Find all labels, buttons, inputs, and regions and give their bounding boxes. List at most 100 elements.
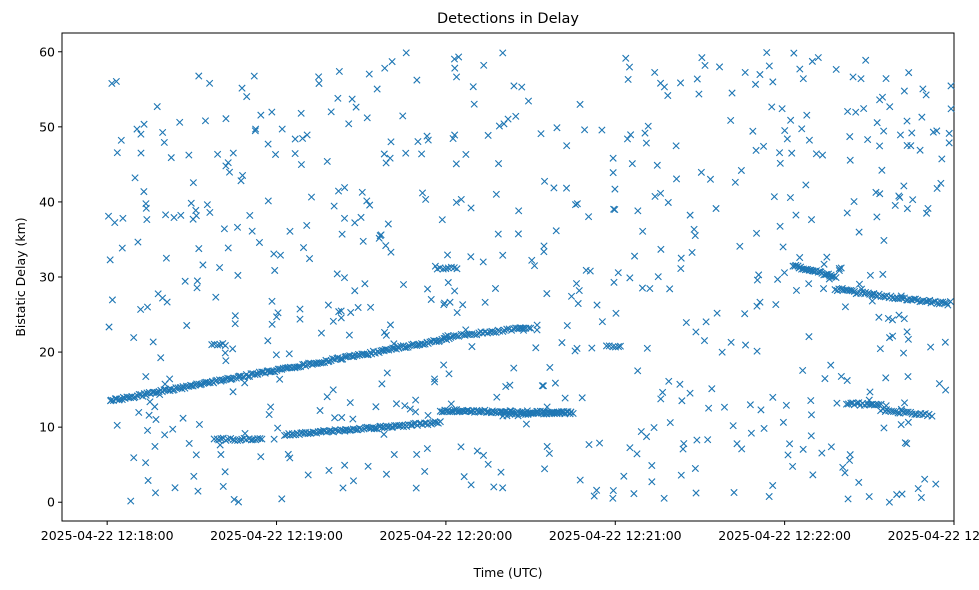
clutter-point <box>886 103 894 111</box>
clutter-point <box>782 401 790 409</box>
clutter-point <box>358 188 366 196</box>
track-point <box>376 422 385 430</box>
clutter-point <box>348 95 356 103</box>
clutter-point <box>639 227 647 235</box>
clutter-point <box>494 160 503 168</box>
clutter-point <box>190 472 198 480</box>
clutter-point <box>481 298 489 306</box>
clutter-point <box>363 197 371 205</box>
clutter-point <box>648 478 656 486</box>
clutter-point <box>846 133 854 141</box>
clutter-point <box>185 151 193 159</box>
clutter-point <box>401 402 409 410</box>
clutter-point <box>414 137 422 146</box>
clutter-point <box>303 131 311 139</box>
track-point <box>832 274 840 282</box>
clutter-point <box>449 134 457 143</box>
clutter-point <box>693 75 701 83</box>
clutter-point <box>731 178 739 186</box>
x-axis-label: Time (UTC) <box>472 565 542 580</box>
clutter-point <box>387 138 395 146</box>
clutter-point <box>609 494 617 502</box>
clutter-point <box>808 57 816 65</box>
track-point <box>894 409 902 417</box>
track-point <box>844 400 853 408</box>
clutter-point <box>151 489 160 497</box>
clutter-point <box>872 188 880 196</box>
x-tick-label: 2025-04-22 12:22:00 <box>718 528 851 543</box>
clutter-point <box>499 251 507 259</box>
clutter-point <box>340 214 349 222</box>
clutter-point <box>413 450 421 459</box>
clutter-point <box>170 213 178 222</box>
clutter-point <box>574 299 582 308</box>
clutter-point <box>216 263 224 272</box>
clutter-point <box>268 297 276 305</box>
clutter-point <box>765 62 773 70</box>
clutter-point <box>623 135 632 143</box>
clutter-point <box>238 171 247 180</box>
clutter-point <box>688 248 696 257</box>
clutter-point <box>510 364 518 372</box>
clutter-point <box>916 146 924 154</box>
clutter-point <box>628 160 636 168</box>
clutter-point <box>333 270 341 278</box>
x-tick-label: 2025-04-22 12:21:00 <box>549 528 682 543</box>
clutter-point <box>234 498 243 506</box>
clutter-point <box>359 237 367 245</box>
track-point <box>259 368 267 376</box>
clutter-point <box>206 208 214 217</box>
clutter-point <box>614 269 622 277</box>
track-point <box>289 431 298 439</box>
clutter-point <box>904 335 913 343</box>
clutter-point <box>575 287 583 295</box>
clutter-point <box>897 421 905 429</box>
clutter-point <box>117 136 125 144</box>
clutter-point <box>677 264 685 273</box>
clutter-point <box>759 142 768 150</box>
track-point <box>356 351 364 359</box>
track-point <box>835 285 843 293</box>
clutter-point <box>896 193 904 201</box>
clutter-point <box>593 486 601 494</box>
clutter-point <box>809 471 817 479</box>
clutter-point <box>900 399 909 407</box>
x-axis: 2025-04-22 12:18:00 2025-04-22 12:19:00 20… <box>41 521 979 543</box>
clutter-point <box>903 440 911 448</box>
clutter-point <box>590 492 598 500</box>
clutter-point <box>113 149 121 157</box>
clutter-point <box>361 280 369 288</box>
clutter-point <box>855 228 863 236</box>
clutter-point <box>112 77 120 86</box>
clutter-point <box>176 118 184 126</box>
clutter-point <box>372 403 380 411</box>
clutter-point <box>506 381 514 389</box>
clutter-point <box>900 315 908 323</box>
clutter-point <box>729 422 737 430</box>
y-tick-label: 10 <box>39 420 55 435</box>
clutter-point <box>654 273 662 281</box>
clutter-point <box>760 424 768 432</box>
clutter-point <box>143 426 152 435</box>
clutter-point <box>924 204 932 213</box>
clutter-point <box>686 389 694 397</box>
clutter-point <box>462 150 470 159</box>
clutter-point <box>641 129 649 137</box>
clutter-point <box>119 214 127 222</box>
clutter-point <box>558 339 566 347</box>
clutter-point <box>255 238 264 247</box>
track-point <box>337 355 345 363</box>
clutter-point <box>807 396 815 405</box>
clutter-point <box>195 72 203 80</box>
clutter-point <box>373 85 381 93</box>
clutter-point <box>765 492 773 501</box>
clutter-point <box>274 424 282 432</box>
clutter-point <box>222 115 230 123</box>
clutter-point <box>900 182 908 190</box>
clutter-point <box>203 201 211 209</box>
clutter-point <box>286 227 294 235</box>
clutter-point <box>341 461 349 469</box>
clutter-point <box>166 375 174 383</box>
clutter-point <box>131 174 139 182</box>
clutter-point <box>630 252 639 260</box>
